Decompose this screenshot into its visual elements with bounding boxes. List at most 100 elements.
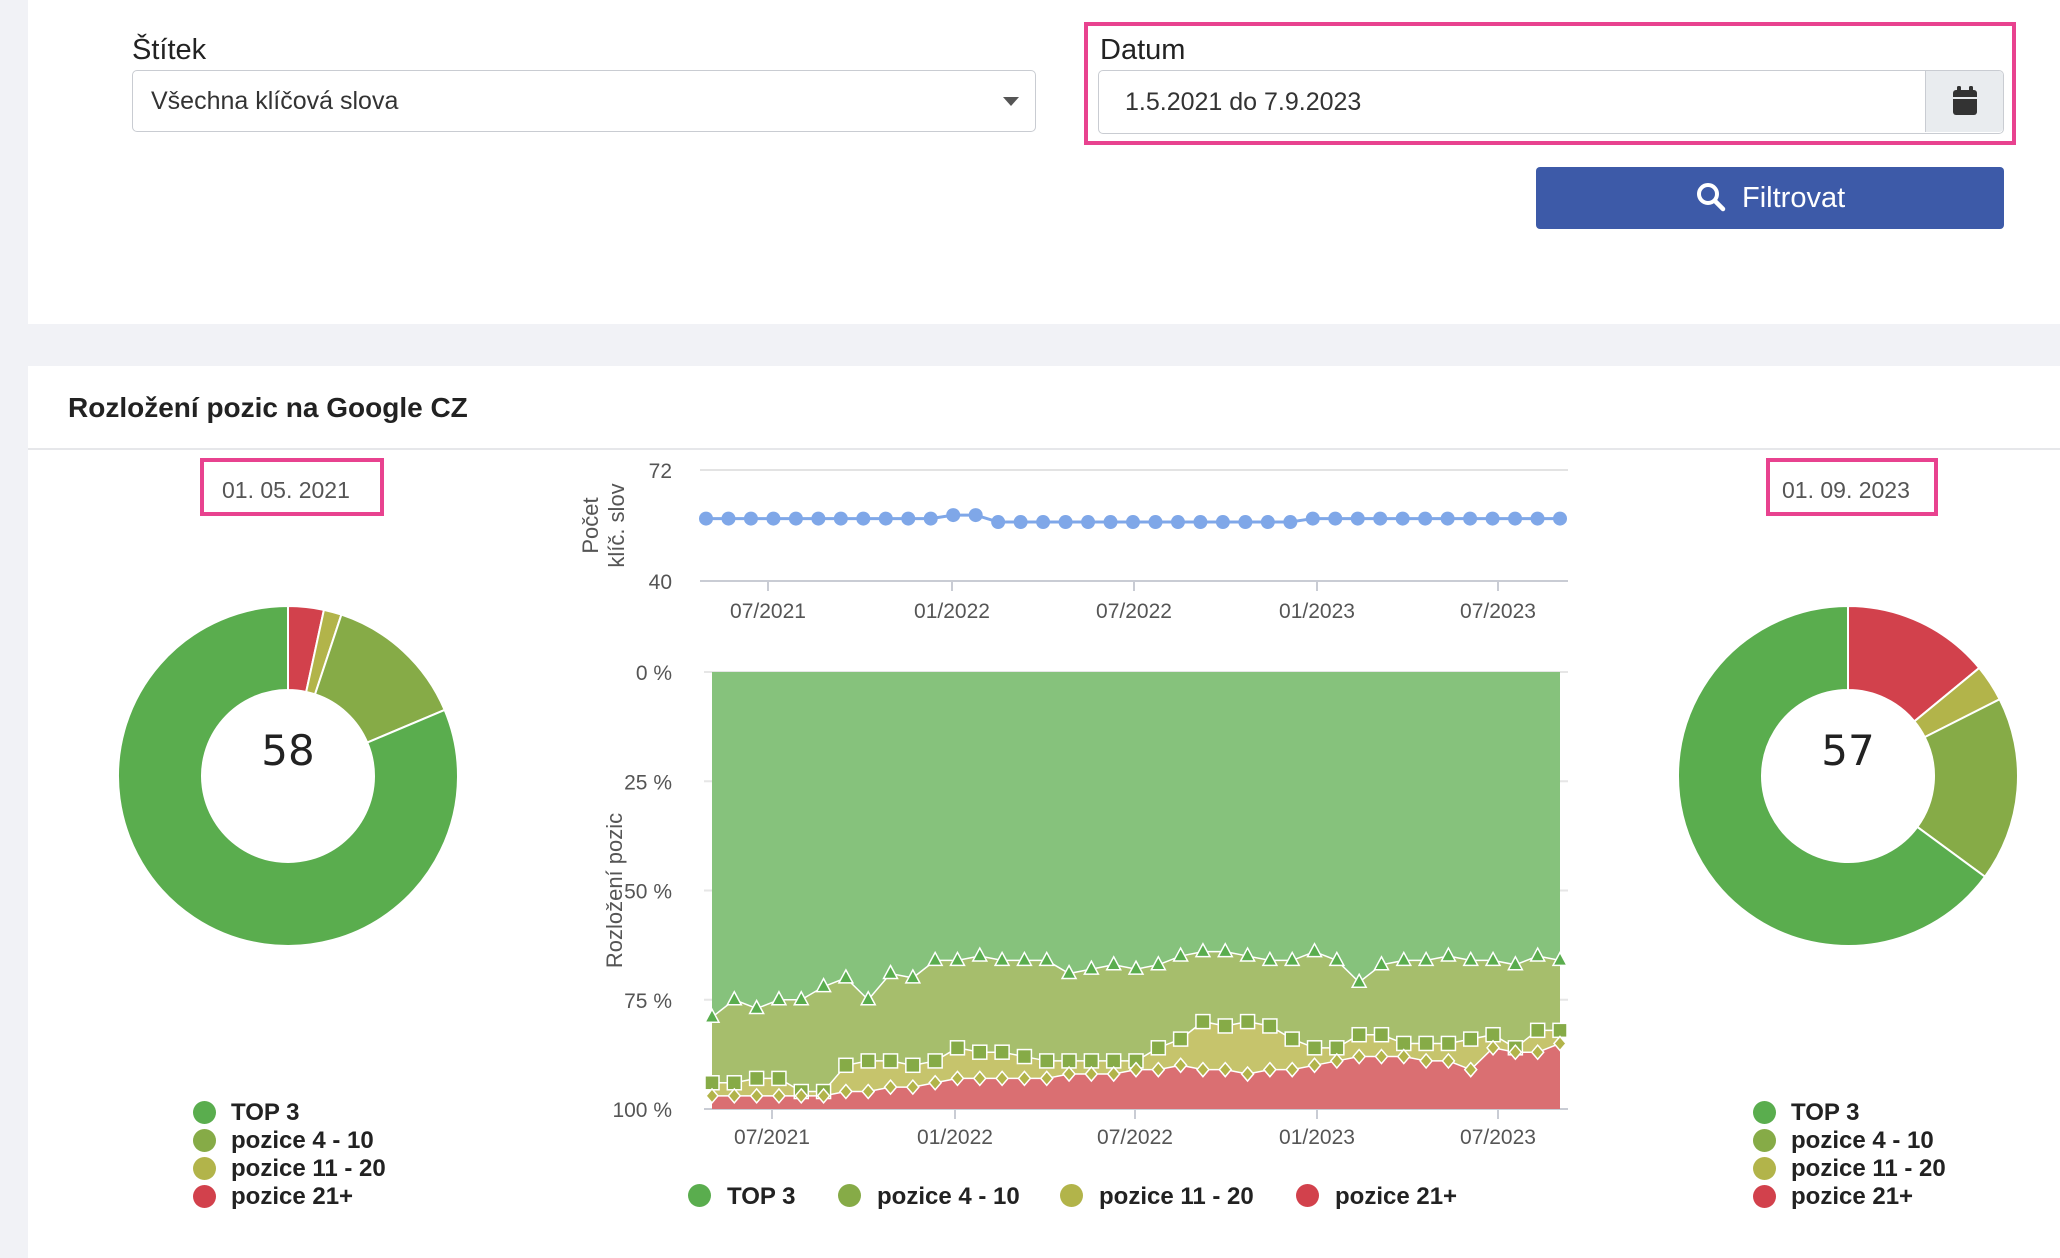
marker-diamond (1374, 1048, 1389, 1065)
marker-triangle (1172, 946, 1189, 962)
marker-diamond (1441, 1052, 1456, 1070)
marker-triangle (1127, 959, 1145, 975)
marker-square (1462, 1031, 1479, 1047)
marker-square (1195, 1013, 1211, 1030)
marker-diamond (705, 1087, 719, 1105)
marker-triangle (1417, 950, 1435, 967)
legend-dot (1296, 1184, 1319, 1207)
marker-diamond (816, 1087, 831, 1105)
marker-triangle (971, 946, 989, 962)
marker-diamond (771, 1087, 786, 1105)
right-donut-date: 01. 09. 2023 (1782, 477, 1910, 503)
y-tick-label: 25 % (624, 771, 672, 794)
marker-triangle (1306, 942, 1323, 958)
count-point (699, 511, 713, 526)
marker-triangle (949, 950, 966, 967)
marker-diamond (1240, 1065, 1255, 1083)
marker-triangle (904, 968, 922, 984)
legend-item-pos21: pozice 21+ (1296, 1183, 1457, 1211)
marker-diamond (1262, 1061, 1277, 1078)
marker-diamond (1486, 1039, 1501, 1056)
count-point (1530, 511, 1545, 526)
marker-triangle (859, 990, 877, 1006)
marker-diamond (928, 1074, 943, 1091)
count-point (1485, 511, 1500, 526)
legend-item-pos11-20: pozice 11 - 20 (1060, 1183, 1254, 1211)
marker-triangle (726, 990, 743, 1006)
count-point (1215, 515, 1230, 530)
count-point (1440, 511, 1455, 526)
date-highlight-box (1084, 22, 2016, 145)
tag-select[interactable]: Všechna klíčová slova (132, 70, 1036, 132)
count-point (1463, 511, 1478, 526)
count-point (968, 508, 983, 523)
count-point (1148, 515, 1163, 530)
legend-dot (688, 1184, 711, 1207)
count-point (878, 511, 893, 526)
legend-dot (1753, 1157, 1776, 1180)
x-tick-label: 07/2022 (1096, 600, 1172, 623)
marker-square (1262, 1018, 1278, 1034)
marker-square (1418, 1035, 1434, 1052)
chevron-down-icon (1003, 97, 1019, 106)
marker-triangle (1484, 950, 1502, 967)
marker-diamond (1530, 1044, 1545, 1061)
marker-diamond (1173, 1057, 1188, 1074)
count-point (991, 515, 1006, 530)
count-point (1283, 515, 1298, 530)
legend-dot (838, 1184, 861, 1207)
calendar-button[interactable] (1925, 71, 2003, 132)
marker-diamond (1352, 1048, 1367, 1065)
marker-triangle (1551, 950, 1569, 967)
count-point (1260, 515, 1275, 530)
marker-triangle (1016, 950, 1033, 967)
legend-dot (193, 1101, 216, 1124)
x-tick-label: 01/2023 (1279, 600, 1355, 623)
legend-dot (193, 1129, 216, 1152)
keyword-count-chart: 72 40 Počet klíč. slov 07/2021 01/2022 07/2022… (578, 460, 1568, 623)
count-point (1058, 515, 1073, 530)
marker-square (748, 1070, 765, 1087)
date-range-input[interactable]: 1.5.2021 do 7.9.2023 (1098, 70, 2004, 134)
count-point (1508, 511, 1523, 526)
marker-diamond (861, 1083, 876, 1100)
legend-dot (193, 1185, 216, 1208)
marker-square (1306, 1040, 1323, 1056)
right-donut-total: 57 (1821, 726, 1875, 775)
count-point (856, 511, 871, 526)
count-point (1328, 511, 1343, 526)
marker-square (726, 1075, 743, 1091)
marker-square (1552, 1022, 1568, 1039)
marker-triangle (1440, 946, 1457, 962)
marker-diamond (794, 1087, 809, 1105)
filter-button[interactable]: Filtrovat (1536, 167, 2004, 229)
marker-square (994, 1044, 1010, 1060)
count-point (1193, 515, 1208, 530)
right-date-highlight-box (1766, 458, 1938, 516)
area-pos11-20 (712, 1021, 1560, 1096)
x-tick-label: 07/2021 (730, 600, 806, 623)
y-axis-title: Počet (578, 497, 603, 553)
count-point (1126, 515, 1140, 530)
count-point (811, 511, 826, 526)
count-point (743, 511, 758, 526)
marker-square (1150, 1040, 1167, 1056)
marker-triangle (703, 1007, 721, 1023)
tag-select-value: Všechna klíčová slova (151, 87, 399, 115)
y-axis-title: Rozložení pozic (602, 813, 627, 968)
x-tick-label: 01/2022 (917, 1126, 993, 1149)
legend-item-pos4-10: pozice 4 - 10 (838, 1183, 1020, 1211)
marker-square (1172, 1031, 1189, 1047)
marker-diamond (1151, 1061, 1166, 1078)
marker-square (882, 1053, 899, 1069)
marker-triangle (1060, 963, 1078, 980)
marker-square (771, 1070, 787, 1087)
marker-diamond (1285, 1061, 1300, 1078)
marker-triangle (1239, 946, 1256, 962)
marker-triangle (1283, 950, 1301, 967)
x-tick-label: 07/2023 (1460, 600, 1536, 623)
marker-square (972, 1044, 988, 1060)
right-donut-chart (1677, 604, 2019, 947)
x-tick-label: 07/2022 (1097, 1126, 1173, 1149)
marker-square (1239, 1013, 1256, 1030)
